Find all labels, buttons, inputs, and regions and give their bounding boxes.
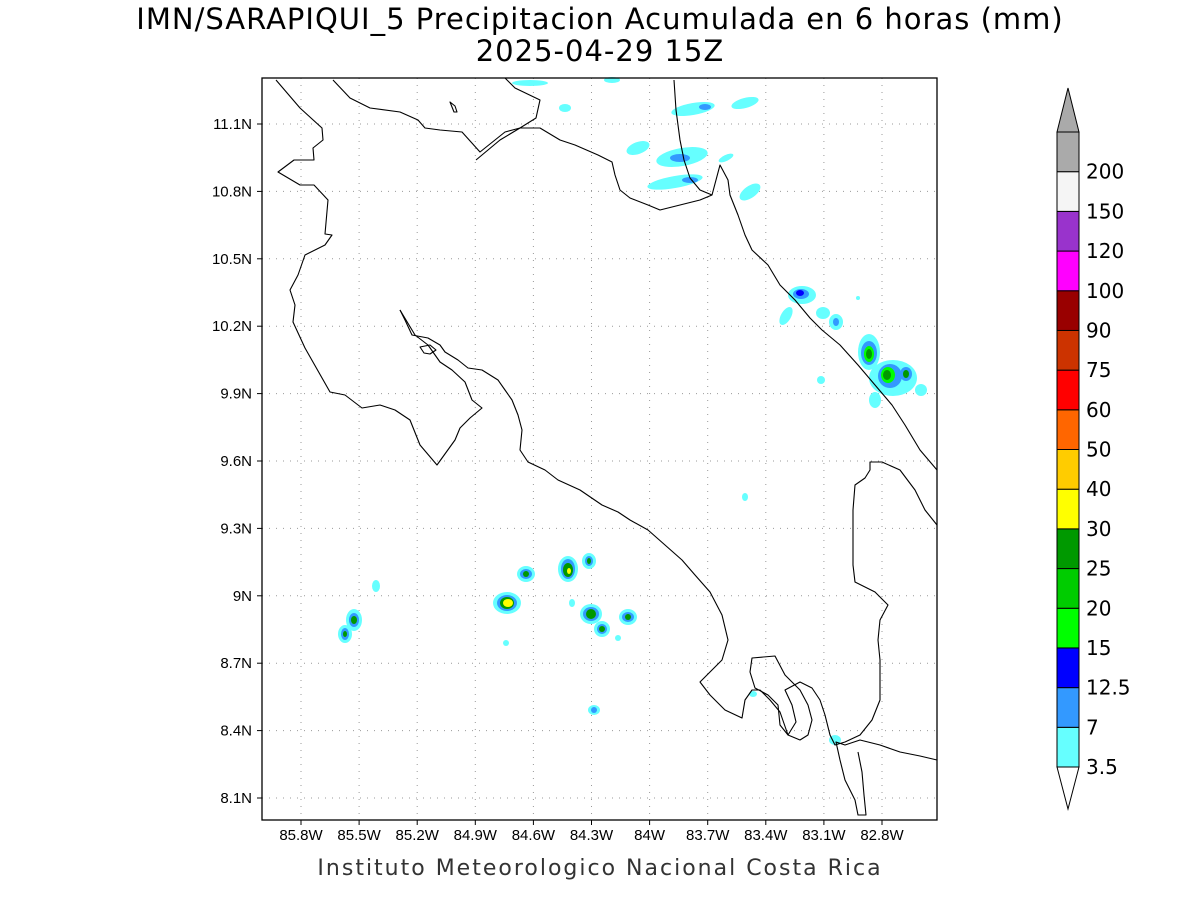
colorbar-label: 90 bbox=[1086, 318, 1111, 342]
colorbar-swatch bbox=[1056, 568, 1080, 609]
colorbar-label: 50 bbox=[1086, 438, 1111, 462]
colorbar-label: 3.5 bbox=[1086, 755, 1118, 779]
colorbar-label: 12.5 bbox=[1086, 676, 1131, 700]
colorbar-label: 30 bbox=[1086, 517, 1111, 541]
colorbar-label: 60 bbox=[1086, 398, 1111, 422]
colorbar-swatch bbox=[1056, 329, 1080, 371]
longitude-label: 83.1W bbox=[802, 827, 846, 844]
latitude-label: 10.2N bbox=[212, 318, 252, 335]
longitude-axis: 85.8W 85.5W 85.2W 84.9W 84.6W 84.3W 84W 83.7W 83… bbox=[279, 820, 905, 844]
colorbar-swatch bbox=[1056, 210, 1080, 252]
credit-text: Instituto Meteorologico Nacional Costa R… bbox=[317, 856, 883, 881]
latitude-label: 11.1N bbox=[213, 116, 252, 133]
colorbar-label: 25 bbox=[1086, 557, 1111, 581]
latitude-label: 8.4N bbox=[220, 723, 252, 740]
precip-blob bbox=[512, 77, 761, 201]
longitude-label: 84W bbox=[634, 827, 666, 844]
map-frame bbox=[261, 77, 938, 821]
colorbar-label: 20 bbox=[1086, 596, 1111, 620]
colorbar-swatch bbox=[1056, 528, 1080, 570]
precip-blob bbox=[742, 286, 927, 501]
longitude-label: 85.2W bbox=[396, 827, 440, 844]
colorbar-swatch bbox=[1056, 369, 1080, 411]
longitude-label: 82.8W bbox=[860, 827, 904, 844]
latitude-label: 10.5N bbox=[212, 251, 252, 268]
colorbar-label: 15 bbox=[1086, 636, 1111, 660]
colorbar-label: 7 bbox=[1086, 715, 1099, 739]
colorbar-label: 75 bbox=[1086, 358, 1111, 382]
longitude-label: 84.6W bbox=[512, 827, 556, 844]
precip-areas bbox=[338, 77, 927, 745]
colorbar-swatch bbox=[1056, 488, 1080, 530]
colorbar-swatch bbox=[1056, 607, 1080, 649]
chart-title: IMN/SARAPIQUI_5 Precipitacion Acumulada … bbox=[136, 2, 1064, 36]
chart-subtitle-date: 2025-04-29 15Z bbox=[475, 34, 725, 68]
latitude-label: 8.7N bbox=[220, 655, 252, 672]
colorbar-high-arrow bbox=[1056, 87, 1080, 133]
colorbar-swatch bbox=[1056, 290, 1080, 331]
precip-blob bbox=[493, 553, 841, 745]
latitude-label: 8.1N bbox=[220, 790, 252, 807]
precip-blob bbox=[338, 580, 380, 643]
longitude-label: 85.8W bbox=[279, 827, 323, 844]
colorbar-label: 200 bbox=[1086, 160, 1124, 184]
latitude-label: 9.6N bbox=[220, 453, 252, 470]
coastlines bbox=[275, 77, 938, 816]
map-grid bbox=[262, 78, 937, 820]
colorbar: 3.5 7 12.5 15 20 25 30 40 50 60 75 90 100 120 150 200 bbox=[1056, 87, 1131, 811]
colorbar-label: 150 bbox=[1086, 199, 1124, 223]
longitude-label: 83.4W bbox=[744, 827, 788, 844]
colorbar-low-arrow bbox=[1056, 766, 1080, 811]
colorbar-swatch bbox=[1056, 409, 1080, 450]
latitude-label: 10.8N bbox=[212, 183, 252, 200]
colorbar-swatch bbox=[1056, 687, 1080, 728]
colorbar-label: 100 bbox=[1086, 279, 1124, 303]
colorbar-swatch bbox=[1056, 250, 1080, 292]
latitude-label: 9N bbox=[233, 588, 252, 605]
latitude-label: 9.9N bbox=[220, 386, 252, 403]
colorbar-swatch bbox=[1056, 449, 1080, 490]
colorbar-label: 120 bbox=[1086, 239, 1124, 263]
latitude-label: 9.3N bbox=[220, 520, 252, 537]
colorbar-label: 40 bbox=[1086, 477, 1111, 501]
longitude-label: 85.5W bbox=[337, 827, 381, 844]
colorbar-swatch bbox=[1056, 171, 1080, 212]
latitude-axis: 11.1N 10.8N 10.5N 10.2N 9.9N 9.6N 9.3N 9N 8.7N 8.… bbox=[212, 116, 262, 807]
longitude-label: 84.3W bbox=[570, 827, 614, 844]
colorbar-swatch bbox=[1056, 726, 1080, 768]
longitude-label: 83.7W bbox=[686, 827, 730, 844]
colorbar-swatch bbox=[1056, 131, 1080, 173]
colorbar-swatch bbox=[1056, 647, 1080, 689]
longitude-label: 84.9W bbox=[454, 827, 498, 844]
